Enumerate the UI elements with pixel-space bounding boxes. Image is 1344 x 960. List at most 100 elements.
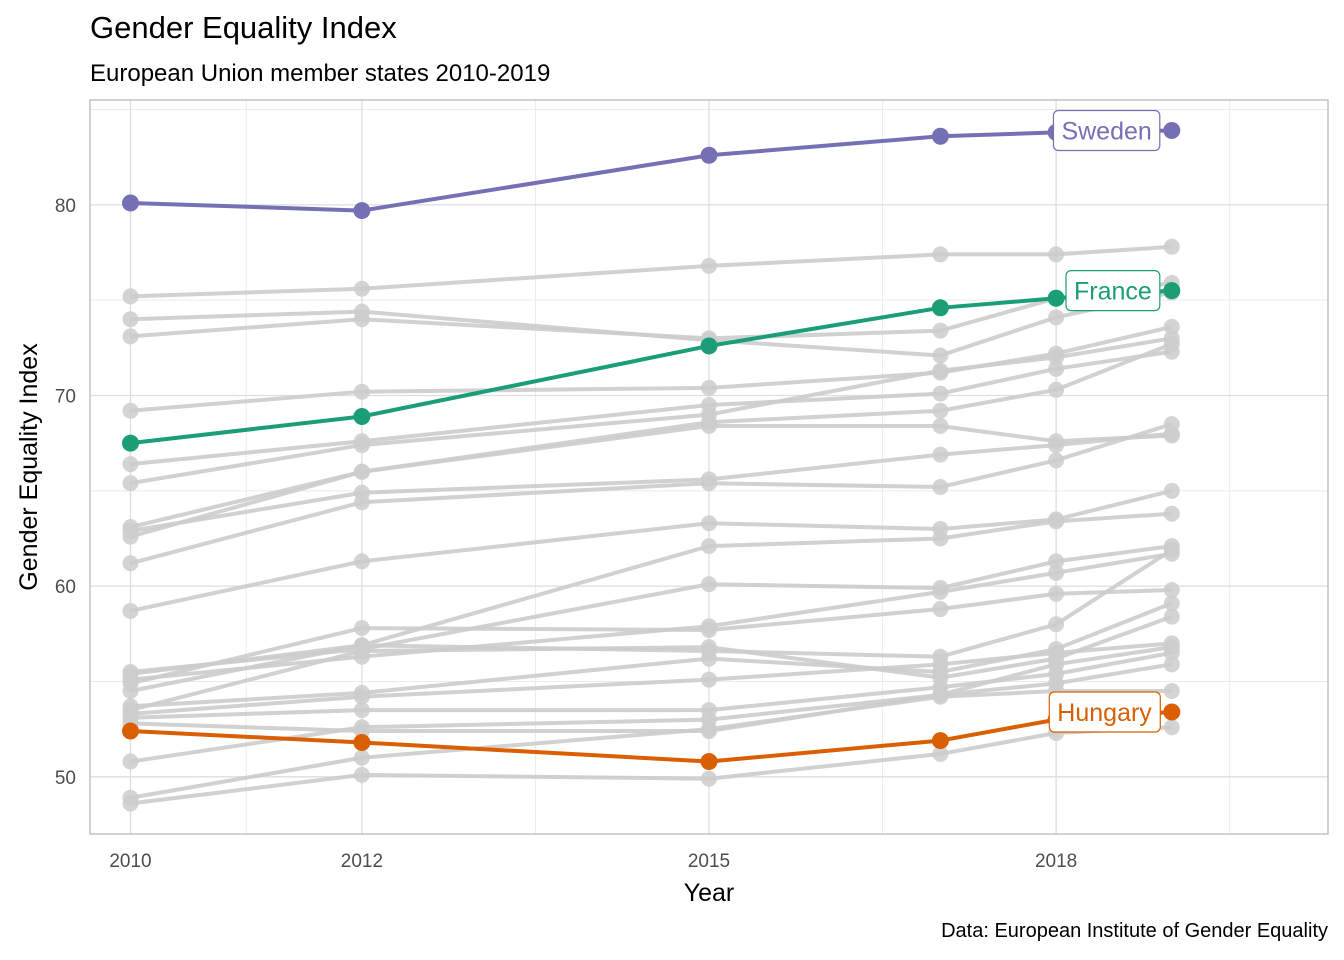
background-point: [353, 280, 370, 297]
background-point: [701, 770, 717, 787]
background-point: [353, 642, 370, 659]
background-point: [1163, 581, 1180, 598]
x-axis-title: Year: [684, 879, 735, 907]
background-point: [1048, 349, 1065, 366]
background-point: [1048, 452, 1065, 469]
background-point: [122, 311, 139, 328]
background-point: [1048, 381, 1065, 398]
x-tick-label: 2012: [341, 851, 383, 872]
hungary-point: [121, 722, 139, 740]
background-point: [1048, 616, 1065, 633]
sweden-point: [931, 127, 949, 145]
france-point: [353, 407, 371, 425]
background-point: [932, 322, 949, 339]
france-end-label: France: [1065, 270, 1161, 312]
france-point: [121, 434, 139, 452]
background-point: [932, 402, 949, 419]
background-series-line: [130, 689, 1172, 800]
background-point: [1163, 482, 1180, 499]
background-series-line: [130, 431, 1173, 533]
x-tick-label: 2010: [109, 851, 151, 872]
background-point: [1048, 437, 1065, 454]
background-point: [122, 456, 139, 473]
background-point: [701, 671, 717, 688]
background-point: [932, 347, 949, 364]
background-series-line: [130, 662, 1173, 764]
background-point: [353, 311, 370, 328]
background-point: [1048, 585, 1065, 602]
background-point: [701, 721, 717, 738]
background-series-line: [129, 422, 1173, 566]
background-point: [122, 795, 139, 812]
france-point: [931, 299, 949, 317]
background-point: [1048, 360, 1065, 377]
background-point: [1163, 541, 1180, 558]
background-point: [122, 602, 139, 619]
background-point: [353, 719, 370, 736]
background-series-line: [130, 349, 1173, 467]
background-point: [1163, 639, 1180, 656]
background-point: [701, 515, 717, 532]
background-series-line: [130, 488, 1173, 613]
background-point: [701, 379, 717, 396]
background-point: [701, 538, 717, 555]
background-point: [932, 446, 949, 463]
background-point: [1163, 318, 1180, 335]
background-point: [122, 753, 139, 770]
background-point: [1163, 416, 1180, 433]
background-point: [122, 288, 139, 305]
background-point: [353, 437, 370, 454]
y-tick-label: 70: [55, 387, 76, 408]
background-point: [353, 494, 370, 511]
sweden-point: [1163, 122, 1181, 140]
france-label-box: [1065, 270, 1161, 312]
background-point: [1163, 505, 1180, 522]
background-point: [1163, 719, 1180, 736]
background-point: [1163, 608, 1180, 625]
hungary-end-label: Hungary: [1048, 691, 1161, 733]
sweden-point: [121, 194, 139, 212]
background-point: [122, 475, 139, 492]
sweden-point: [353, 202, 371, 220]
hungary-point: [353, 733, 371, 751]
background-series-group: [122, 238, 1180, 812]
background-series-line: [130, 641, 1172, 716]
axis-ticks: 50 60 70 80 2010 2012 2015 2018: [55, 196, 1077, 872]
background-point: [353, 766, 370, 783]
x-tick-label: 2018: [1035, 851, 1077, 872]
chart-title: Gender Equality Index: [90, 10, 397, 45]
background-point: [932, 385, 949, 402]
background-point: [1048, 513, 1065, 530]
sweden-end-label: Sweden: [1052, 109, 1161, 152]
y-tick-label: 50: [55, 768, 76, 789]
background-point: [353, 749, 370, 766]
background-point: [1163, 656, 1180, 673]
france-label-text: France: [1074, 278, 1152, 306]
x-tick-label: 2015: [688, 851, 730, 872]
background-point: [701, 475, 717, 492]
background-point: [701, 639, 717, 656]
background-series-line: [130, 587, 1172, 686]
background-series-line: [130, 601, 1173, 709]
background-point: [1163, 336, 1180, 353]
background-point: [932, 479, 949, 496]
background-point: [1048, 309, 1065, 326]
background-point: [932, 418, 949, 435]
background-point: [1048, 656, 1065, 673]
background-point: [353, 688, 370, 705]
background-point: [1163, 238, 1180, 255]
background-series-line: [130, 650, 1173, 720]
background-point: [932, 362, 949, 379]
background-series-line: [130, 336, 1173, 486]
background-point: [1163, 683, 1180, 700]
hungary-label-text: Hungary: [1057, 699, 1152, 727]
background-point: [932, 530, 949, 547]
y-tick-label: 80: [55, 196, 76, 217]
y-axis-title: Gender Equality Index: [15, 343, 43, 591]
background-point: [1048, 246, 1065, 263]
background-point: [701, 257, 717, 274]
background-point: [353, 463, 370, 480]
background-series-line: [130, 290, 1173, 358]
hungary-point: [700, 753, 718, 771]
background-point: [932, 688, 949, 705]
